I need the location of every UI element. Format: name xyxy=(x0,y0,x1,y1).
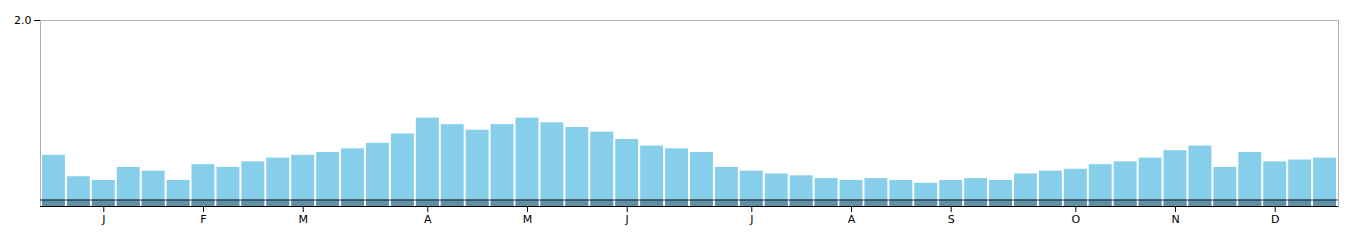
svg-text:J: J xyxy=(101,213,105,226)
svg-text:A: A xyxy=(848,213,856,226)
svg-text:2.0: 2.0 xyxy=(14,14,32,27)
svg-text:D: D xyxy=(1271,213,1279,226)
svg-text:S: S xyxy=(948,213,955,226)
svg-text:A: A xyxy=(424,213,432,226)
svg-text:M: M xyxy=(523,213,533,226)
svg-text:F: F xyxy=(200,213,206,226)
svg-text:J: J xyxy=(749,213,753,226)
svg-text:J: J xyxy=(625,213,629,226)
svg-text:N: N xyxy=(1171,213,1179,226)
svg-text:O: O xyxy=(1071,213,1080,226)
svg-text:M: M xyxy=(298,213,308,226)
